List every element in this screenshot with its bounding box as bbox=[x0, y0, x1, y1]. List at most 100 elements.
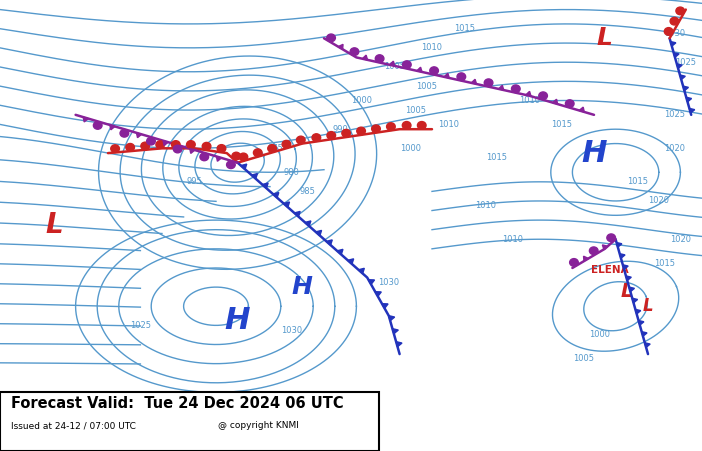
Circle shape bbox=[93, 122, 102, 129]
Text: 1010: 1010 bbox=[421, 43, 442, 52]
Circle shape bbox=[670, 17, 679, 25]
Text: L: L bbox=[45, 211, 62, 239]
Circle shape bbox=[387, 123, 395, 130]
Circle shape bbox=[342, 129, 350, 137]
Circle shape bbox=[187, 141, 195, 148]
Polygon shape bbox=[273, 193, 279, 198]
Polygon shape bbox=[294, 212, 300, 216]
Polygon shape bbox=[552, 99, 557, 104]
Text: 1010: 1010 bbox=[519, 96, 540, 105]
Polygon shape bbox=[362, 55, 368, 60]
Polygon shape bbox=[338, 44, 343, 49]
Polygon shape bbox=[526, 92, 531, 96]
Polygon shape bbox=[347, 259, 354, 264]
Polygon shape bbox=[263, 183, 268, 188]
Text: 1005: 1005 bbox=[416, 82, 437, 91]
Text: 990: 990 bbox=[332, 124, 348, 133]
Circle shape bbox=[232, 152, 241, 160]
Circle shape bbox=[676, 7, 684, 15]
Circle shape bbox=[111, 145, 119, 152]
Circle shape bbox=[147, 137, 155, 145]
Circle shape bbox=[120, 129, 128, 137]
Text: 1025: 1025 bbox=[130, 321, 151, 330]
Circle shape bbox=[239, 153, 248, 161]
Text: H: H bbox=[581, 138, 607, 168]
Circle shape bbox=[607, 234, 616, 242]
Polygon shape bbox=[305, 221, 311, 226]
Circle shape bbox=[126, 143, 135, 151]
Text: 1020: 1020 bbox=[665, 144, 685, 153]
Polygon shape bbox=[163, 141, 168, 146]
Circle shape bbox=[664, 28, 673, 35]
Text: 1020: 1020 bbox=[670, 235, 691, 244]
Polygon shape bbox=[623, 265, 628, 269]
Text: 1015: 1015 bbox=[654, 259, 675, 268]
Circle shape bbox=[200, 153, 208, 161]
Polygon shape bbox=[359, 268, 364, 273]
Text: 1000: 1000 bbox=[400, 144, 421, 153]
Text: 1005: 1005 bbox=[405, 106, 426, 115]
Polygon shape bbox=[390, 61, 395, 66]
Text: 1010: 1010 bbox=[475, 201, 496, 210]
Circle shape bbox=[217, 145, 226, 152]
Polygon shape bbox=[602, 245, 608, 249]
Polygon shape bbox=[241, 164, 246, 169]
Polygon shape bbox=[689, 108, 695, 113]
Polygon shape bbox=[639, 321, 644, 325]
Text: 1000: 1000 bbox=[589, 331, 610, 340]
Text: 1015: 1015 bbox=[627, 177, 648, 186]
Circle shape bbox=[296, 136, 305, 144]
Polygon shape bbox=[635, 309, 641, 314]
Text: L: L bbox=[643, 297, 654, 315]
Text: 1015: 1015 bbox=[454, 24, 475, 33]
Text: 1020: 1020 bbox=[649, 197, 669, 206]
Circle shape bbox=[171, 141, 180, 148]
Text: 980: 980 bbox=[284, 168, 300, 177]
Polygon shape bbox=[382, 304, 388, 308]
Circle shape bbox=[371, 125, 380, 133]
Circle shape bbox=[350, 48, 359, 55]
Text: 1005: 1005 bbox=[384, 63, 404, 72]
Circle shape bbox=[156, 141, 164, 148]
Polygon shape bbox=[633, 298, 637, 303]
Circle shape bbox=[538, 92, 548, 100]
Polygon shape bbox=[680, 75, 685, 79]
Text: 1000: 1000 bbox=[351, 96, 372, 105]
Circle shape bbox=[267, 145, 277, 152]
Text: 1015: 1015 bbox=[551, 120, 572, 129]
Polygon shape bbox=[389, 316, 395, 321]
Text: 1010: 1010 bbox=[438, 120, 458, 129]
Circle shape bbox=[312, 134, 321, 142]
Polygon shape bbox=[498, 85, 504, 90]
Text: Issued at 24-12 / 07:00 UTC: Issued at 24-12 / 07:00 UTC bbox=[11, 421, 135, 430]
Polygon shape bbox=[216, 156, 222, 161]
Text: 1030: 1030 bbox=[281, 326, 302, 335]
Circle shape bbox=[418, 121, 426, 129]
Polygon shape bbox=[677, 64, 682, 69]
Circle shape bbox=[227, 161, 235, 169]
Circle shape bbox=[282, 140, 291, 148]
Polygon shape bbox=[284, 202, 289, 207]
Polygon shape bbox=[375, 292, 381, 296]
Text: 1030: 1030 bbox=[378, 278, 399, 287]
Text: 1005: 1005 bbox=[573, 354, 594, 364]
Polygon shape bbox=[337, 249, 343, 254]
Polygon shape bbox=[670, 41, 676, 46]
Circle shape bbox=[402, 121, 411, 129]
Polygon shape bbox=[642, 331, 647, 336]
Polygon shape bbox=[471, 79, 477, 84]
Polygon shape bbox=[583, 256, 588, 261]
Circle shape bbox=[565, 100, 574, 107]
Polygon shape bbox=[316, 230, 322, 235]
Text: 1030: 1030 bbox=[664, 29, 686, 38]
Text: 995: 995 bbox=[187, 177, 202, 186]
Circle shape bbox=[327, 132, 336, 139]
Polygon shape bbox=[687, 97, 691, 102]
Circle shape bbox=[141, 142, 150, 150]
Text: 1010: 1010 bbox=[503, 235, 524, 244]
Polygon shape bbox=[629, 287, 635, 292]
Circle shape bbox=[590, 247, 598, 254]
Polygon shape bbox=[674, 53, 679, 57]
Text: Forecast Valid:  Tue 24 Dec 2024 06 UTC: Forecast Valid: Tue 24 Dec 2024 06 UTC bbox=[11, 396, 343, 411]
Polygon shape bbox=[110, 125, 115, 130]
